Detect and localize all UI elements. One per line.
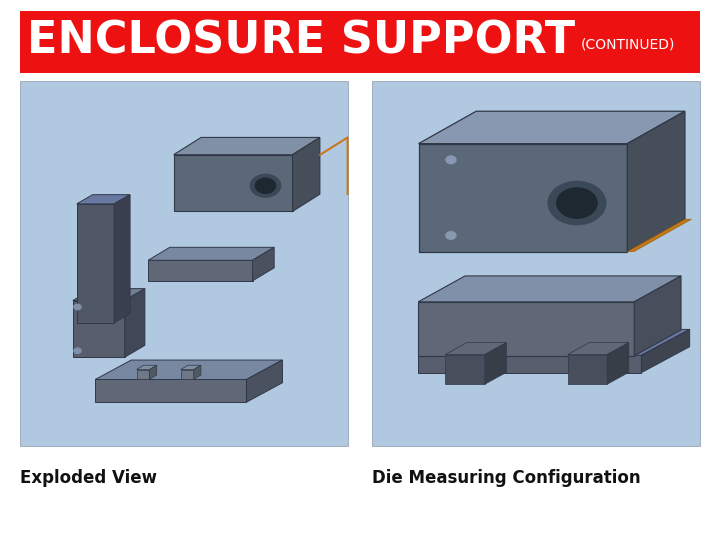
Polygon shape [567, 354, 607, 384]
Polygon shape [418, 276, 681, 302]
Circle shape [74, 305, 81, 309]
Polygon shape [148, 260, 253, 281]
Polygon shape [95, 380, 246, 402]
Polygon shape [181, 365, 201, 369]
Polygon shape [634, 276, 681, 356]
Circle shape [74, 348, 81, 353]
Polygon shape [607, 342, 629, 384]
Polygon shape [246, 360, 282, 402]
Polygon shape [77, 204, 114, 322]
Polygon shape [418, 302, 634, 356]
Polygon shape [642, 329, 690, 373]
Polygon shape [445, 354, 485, 384]
Bar [372, 81, 700, 445]
Bar [20, 11, 700, 73]
Polygon shape [181, 369, 194, 379]
Polygon shape [485, 342, 506, 384]
Polygon shape [418, 355, 642, 373]
Text: ENCLOSURE SUPPORT: ENCLOSURE SUPPORT [27, 19, 575, 62]
Polygon shape [174, 137, 320, 154]
Polygon shape [77, 195, 130, 204]
Circle shape [548, 181, 606, 225]
Circle shape [446, 232, 456, 239]
Circle shape [557, 188, 597, 218]
Polygon shape [194, 365, 201, 379]
Text: (CONTINUED): (CONTINUED) [581, 38, 675, 52]
Polygon shape [627, 219, 691, 252]
Polygon shape [292, 137, 320, 211]
Polygon shape [174, 154, 292, 211]
Polygon shape [125, 288, 145, 357]
Polygon shape [445, 342, 506, 354]
Polygon shape [148, 247, 274, 260]
Polygon shape [73, 288, 145, 300]
Bar [20, 81, 348, 445]
Polygon shape [73, 300, 125, 357]
Polygon shape [137, 365, 157, 369]
Circle shape [446, 156, 456, 164]
Text: Exploded View: Exploded View [20, 469, 157, 487]
Polygon shape [95, 360, 282, 380]
Polygon shape [150, 365, 157, 379]
Polygon shape [627, 111, 685, 252]
Polygon shape [114, 195, 130, 322]
Polygon shape [253, 247, 274, 281]
Circle shape [251, 174, 281, 197]
Polygon shape [137, 369, 150, 379]
Polygon shape [418, 144, 627, 252]
Polygon shape [418, 329, 690, 355]
Polygon shape [567, 342, 629, 354]
Circle shape [256, 178, 276, 193]
Polygon shape [418, 111, 685, 144]
Text: Die Measuring Configuration: Die Measuring Configuration [372, 469, 641, 487]
